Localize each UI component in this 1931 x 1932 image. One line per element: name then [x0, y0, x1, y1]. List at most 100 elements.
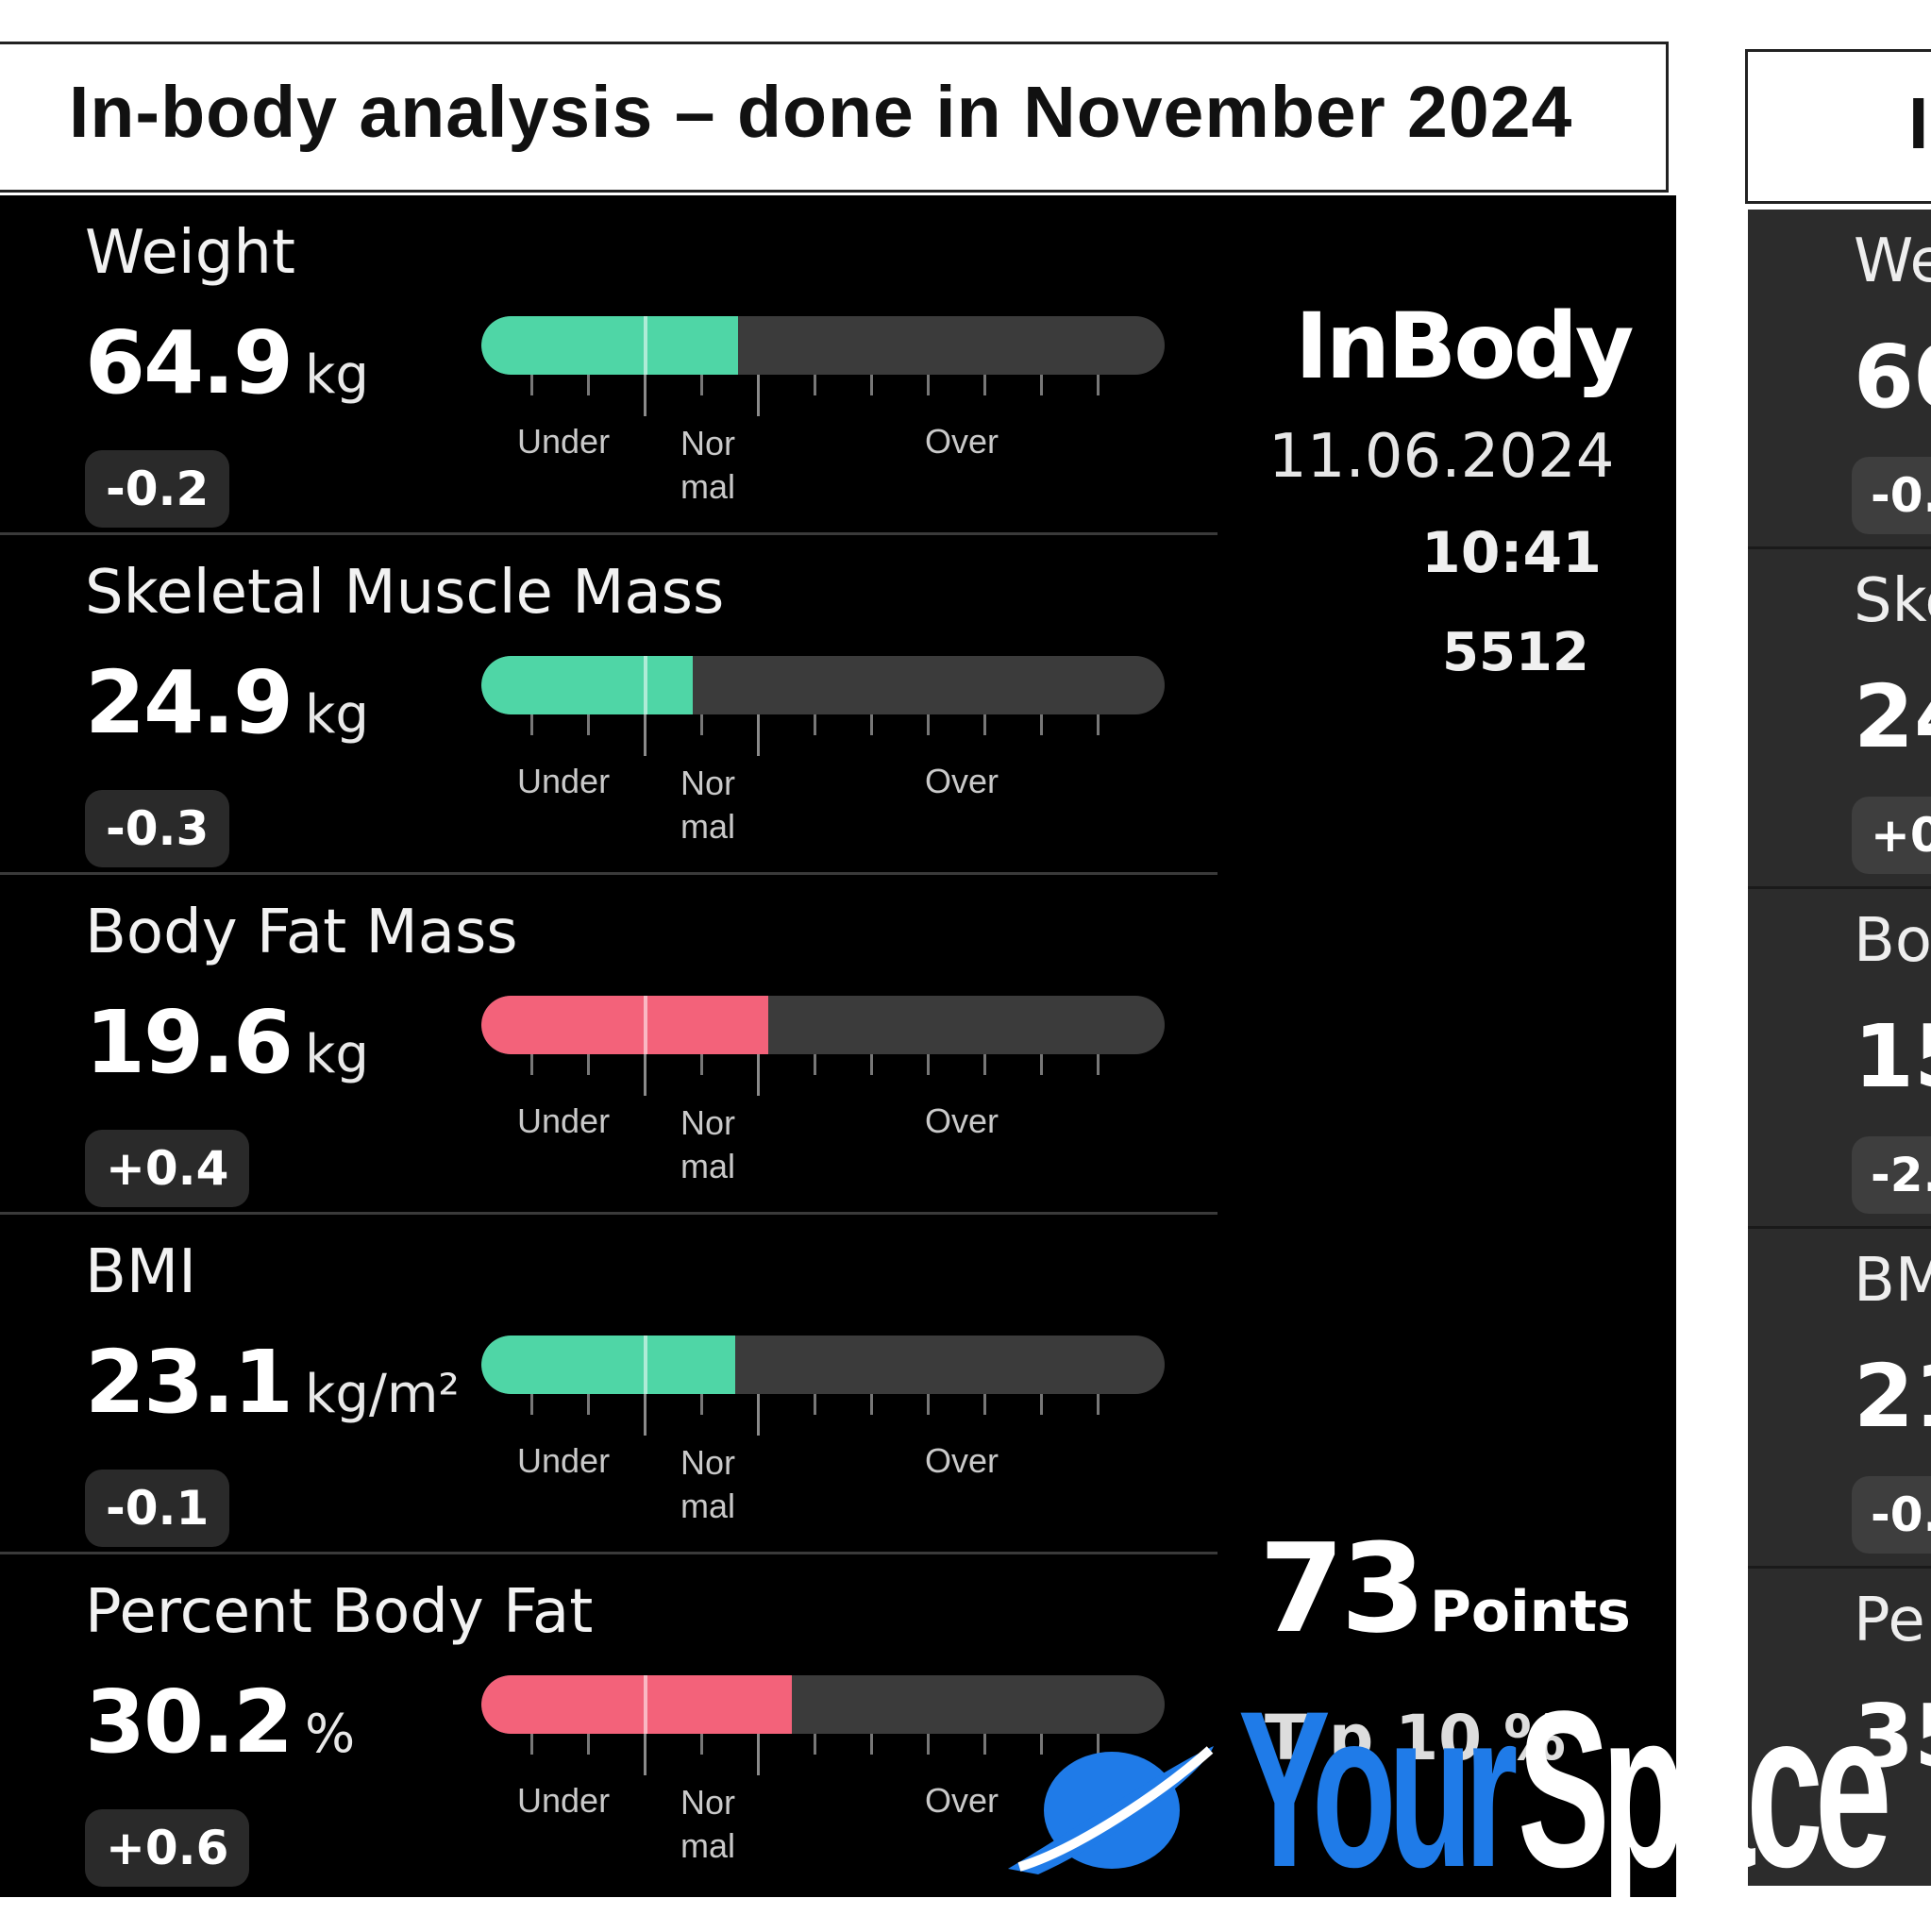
tick-mark: [757, 1734, 760, 1775]
tick-mark: [700, 1734, 703, 1755]
tick-mark: [1040, 1054, 1043, 1075]
zone-normal-label: Nor mal: [680, 1103, 735, 1185]
tick-mark: [814, 714, 816, 735]
tick-mark: [530, 714, 533, 735]
zone-over-label: Over: [925, 762, 999, 800]
inbody-results-panel: Weight 64.9 kg -0.2 Under Nor mal Over Ske…: [0, 195, 1676, 1897]
metric-value: 30.2%: [85, 1672, 356, 1772]
metric-range-bar: [481, 316, 1165, 375]
range-ticks: [481, 1054, 1165, 1111]
tick-mark: [870, 1734, 873, 1755]
tick-mark: [814, 375, 816, 395]
metric-range-fill: [481, 1336, 736, 1394]
p2-row: BM21-0.: [1748, 1229, 1931, 1569]
tick-mark: [870, 714, 873, 735]
tick-mark: [870, 1054, 873, 1075]
tick-mark: [587, 1054, 590, 1075]
metric-label: Weight: [85, 218, 295, 288]
tick-mark: [587, 1734, 590, 1755]
tick-mark: [870, 1394, 873, 1415]
tick-mark: [757, 714, 760, 756]
yourspace-watermark: Your Space: [1000, 1665, 1931, 1914]
tick-mark: [1040, 375, 1043, 395]
measurement-time: 10:41: [1421, 520, 1602, 586]
tick-mark: [927, 375, 930, 395]
metric-change-badge: -0.2: [85, 450, 230, 528]
zone-under-label: Under: [517, 1101, 611, 1140]
tick-mark: [1097, 1054, 1100, 1075]
zone-normal-label: Nor mal: [680, 1783, 735, 1865]
tick-mark: [927, 1394, 930, 1415]
range-ticks: [481, 375, 1165, 431]
second-title-box: I: [1745, 49, 1931, 204]
tick-mark: [870, 375, 873, 395]
metric-range-fill: [481, 996, 769, 1054]
tick-mark: [587, 1394, 590, 1415]
metric-range-fill: [481, 316, 738, 375]
metric-range-bar: [481, 1675, 1165, 1734]
title-box: In-body analysis – done in November 2024: [0, 42, 1669, 193]
metric-range-fill: [481, 656, 694, 714]
zone-over-label: Over: [925, 1101, 999, 1140]
range-ticks: [481, 714, 1165, 771]
tick-mark: [1040, 1734, 1043, 1755]
tick-mark: [1097, 1394, 1100, 1415]
tick-mark: [644, 1394, 646, 1436]
tick-mark: [757, 1054, 760, 1096]
tick-mark: [530, 1734, 533, 1755]
metric-row-body-fat-mass: Body Fat Mass 19.6 kg +0.4 Under Nor mal O…: [0, 875, 1217, 1215]
metric-change-badge: +0.6: [85, 1809, 250, 1887]
metric-value: 23.1 kg/m²: [85, 1332, 460, 1433]
tick-mark: [587, 714, 590, 735]
metric-value: 24.9 kg: [85, 652, 369, 753]
watermark-space: Space: [1518, 1665, 1891, 1914]
metric-range-bar: [481, 996, 1165, 1054]
tick-mark: [700, 1054, 703, 1075]
tick-mark: [1040, 714, 1043, 735]
page-title: In-body analysis – done in November 2024: [69, 72, 1573, 153]
tick-mark: [757, 375, 760, 416]
watermark-your: Your: [1238, 1665, 1518, 1914]
tick-mark: [644, 1054, 646, 1096]
metric-label: Body Fat Mass: [85, 898, 518, 967]
zone-normal-label: Nor mal: [680, 1443, 735, 1525]
metric-range-bar: [481, 1336, 1165, 1394]
zone-under-label: Under: [517, 1441, 611, 1480]
p2-row: Pe35: [1854, 1586, 1931, 1787]
tick-mark: [530, 375, 533, 395]
second-page-title: I: [1908, 83, 1929, 164]
p2-row: Ske24+0: [1748, 549, 1931, 889]
metric-row-percent-body-fat: Percent Body Fat 30.2% +0.6 Under Nor mal…: [0, 1554, 1217, 1894]
tick-mark: [814, 1394, 816, 1415]
metric-row-skeletal-muscle: Skeletal Muscle Mass 24.9 kg -0.3 Under N…: [0, 535, 1217, 875]
tick-mark: [1040, 1394, 1043, 1415]
metric-change-badge: +0.4: [85, 1130, 250, 1207]
zone-under-label: Under: [517, 762, 611, 800]
metric-change-badge: -0.3: [85, 790, 230, 867]
tick-mark: [814, 1054, 816, 1075]
metric-label: Skeletal Muscle Mass: [85, 558, 725, 628]
planet-logo-icon: [1008, 1746, 1214, 1874]
measurement-id: 5512: [1442, 622, 1589, 683]
zone-over-label: Over: [925, 1781, 999, 1820]
zone-normal-label: Nor mal: [680, 764, 735, 846]
p2-row: Bo15-2.: [1748, 889, 1931, 1229]
metric-range-bar: [481, 656, 1165, 714]
tick-mark: [700, 714, 703, 735]
obscured-text: T p 10 %: [1265, 1702, 1567, 1774]
p2-row: We60-0.: [1748, 210, 1931, 549]
tick-mark: [1097, 375, 1100, 395]
metric-label: Percent Body Fat: [85, 1577, 594, 1647]
metric-change-badge: -0.1: [85, 1470, 230, 1547]
tick-mark: [530, 1394, 533, 1415]
metric-row-bmi: BMI 23.1 kg/m² -0.1 Under Nor mal Over: [0, 1215, 1217, 1554]
tick-mark: [644, 714, 646, 756]
tick-mark: [700, 375, 703, 395]
tick-mark: [644, 1734, 646, 1775]
range-ticks: [481, 1734, 1165, 1790]
measurement-date: 11.06.2024: [1268, 422, 1615, 492]
tick-mark: [1097, 1734, 1100, 1755]
range-ticks: [481, 1394, 1165, 1451]
inbody-logo: InBody: [1295, 294, 1634, 399]
tick-mark: [927, 1054, 930, 1075]
